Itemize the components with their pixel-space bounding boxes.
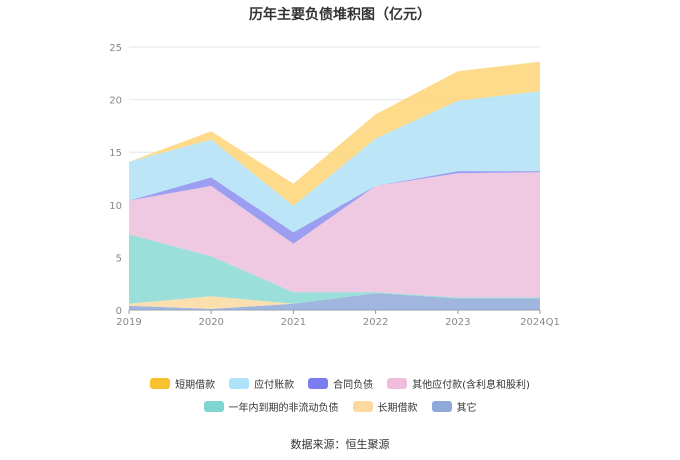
legend-row: 短期借款 应付账款 合同负债 其他应付款(含利息和股利) xyxy=(0,376,680,391)
x-tick-label: 2020 xyxy=(198,317,223,328)
legend-swatch xyxy=(203,401,224,412)
area-series xyxy=(129,61,540,206)
y-tick-label: 25 xyxy=(109,43,122,54)
legend-swatch xyxy=(387,378,408,389)
x-tick-label: 2019 xyxy=(116,317,141,328)
legend-item[interactable]: 短期借款 xyxy=(150,376,215,391)
legend-label: 合同负债 xyxy=(333,380,374,391)
x-tick-label: 2022 xyxy=(363,317,388,328)
x-tick-label: 2024Q1 xyxy=(520,317,560,328)
y-tick-label: 15 xyxy=(109,148,122,159)
area-series xyxy=(129,293,540,310)
area-series xyxy=(129,234,540,304)
legend-swatch xyxy=(431,401,452,412)
legend-label: 长期借款 xyxy=(377,403,418,414)
legend-item[interactable]: 应付账款 xyxy=(229,376,294,391)
legend-swatch xyxy=(229,378,250,389)
legend-item[interactable]: 长期借款 xyxy=(352,399,418,414)
chart-title: 历年主要负债堆积图（亿元） xyxy=(249,7,431,23)
legend: 短期借款 应付账款 合同负债 其他应付款(含利息和股利) 一年内到期的非流动负债 长期借… xyxy=(0,376,680,422)
legend-item[interactable]: 其它 xyxy=(431,399,477,414)
y-tick-label: 5 xyxy=(116,253,122,264)
legend-item[interactable]: 其他应付款(含利息和股利) xyxy=(387,376,530,391)
legend-label: 短期借款 xyxy=(175,380,216,391)
area-series xyxy=(129,91,540,233)
data-source-note: 数据来源：恒生聚源 xyxy=(290,438,390,451)
legend-swatch xyxy=(150,378,171,389)
legend-row: 一年内到期的非流动负债 长期借款 其它 xyxy=(0,399,680,414)
legend-swatch xyxy=(308,378,329,389)
legend-label: 应付账款 xyxy=(254,380,295,391)
y-tick-label: 10 xyxy=(109,201,122,212)
area-series xyxy=(129,293,540,309)
legend-swatch xyxy=(352,401,373,412)
y-tick-label: 20 xyxy=(109,96,122,107)
legend-label: 其它 xyxy=(456,403,477,414)
x-tick-label: 2023 xyxy=(445,317,470,328)
legend-label: 一年内到期的非流动负债 xyxy=(228,403,339,414)
y-tick-label: 0 xyxy=(116,306,122,317)
x-tick-label: 2021 xyxy=(281,317,306,328)
legend-item[interactable]: 合同负债 xyxy=(308,376,373,391)
area-series xyxy=(129,172,540,298)
legend-label: 其他应付款(含利息和股利) xyxy=(412,380,530,391)
stacked-area-chart: 0 5 10 15 20 25 2019 2020 2021 2022 2023 2024Q1 xyxy=(109,43,560,328)
legend-item[interactable]: 一年内到期的非流动负债 xyxy=(203,399,339,414)
